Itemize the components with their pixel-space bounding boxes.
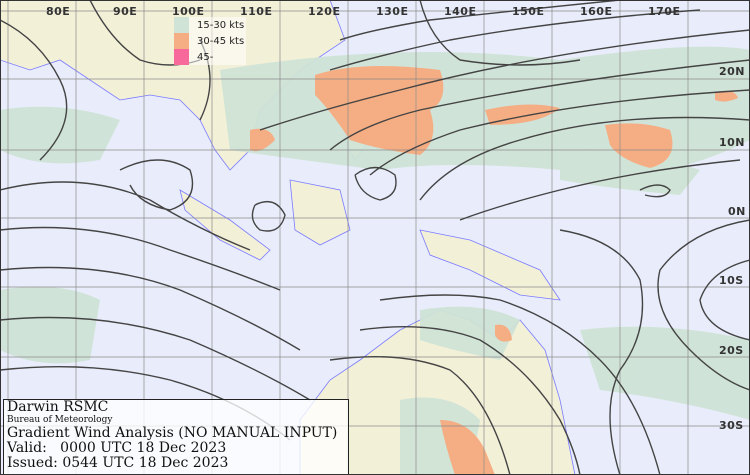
legend-label: 30-45 kts <box>197 35 245 47</box>
legend-swatch <box>174 17 189 33</box>
lat-label: 0N <box>728 205 746 218</box>
lat-label: 20N <box>719 65 746 78</box>
lon-label: 100E <box>172 5 205 18</box>
product-title: Gradient Wind Analysis (NO MANUAL INPUT) <box>7 425 338 441</box>
legend-item: 15-30 kts <box>174 17 246 33</box>
lat-label: 30S <box>719 419 744 432</box>
lon-label: 110E <box>240 5 273 18</box>
legend-swatch <box>174 49 189 65</box>
legend-label: 45- <box>197 51 214 63</box>
wind-speed-legend: 15-30 kts 30-45 kts 45- <box>174 17 246 65</box>
lon-label: 80E <box>46 5 71 18</box>
lat-label: 10N <box>719 136 746 149</box>
issued-time: Issued: 0544 UTC 18 Dec 2023 <box>7 455 229 471</box>
lon-label: 140E <box>444 5 477 18</box>
lon-label: 120E <box>308 5 341 18</box>
legend-item: 45- <box>174 49 246 65</box>
agency-name: Bureau of Meteorology <box>7 415 113 425</box>
lon-label: 130E <box>376 5 409 18</box>
lon-label: 170E <box>648 5 681 18</box>
center-name: Darwin RSMC <box>7 399 109 415</box>
info-box: Darwin RSMC Bureau of Meteorology Gradie… <box>3 399 349 475</box>
lat-label: 10S <box>719 274 744 287</box>
lat-label: 20S <box>719 344 744 357</box>
valid-time: Valid: 0000 UTC 18 Dec 2023 <box>7 440 227 456</box>
legend-swatch <box>174 33 189 49</box>
lon-label: 90E <box>113 5 138 18</box>
legend-label: 15-30 kts <box>197 19 245 31</box>
lon-label: 150E <box>512 5 545 18</box>
legend-item: 30-45 kts <box>174 33 246 49</box>
land-borneo <box>289 179 351 246</box>
land-sumatra <box>179 189 271 261</box>
land-new-guinea <box>419 229 561 301</box>
lon-label: 160E <box>580 5 613 18</box>
